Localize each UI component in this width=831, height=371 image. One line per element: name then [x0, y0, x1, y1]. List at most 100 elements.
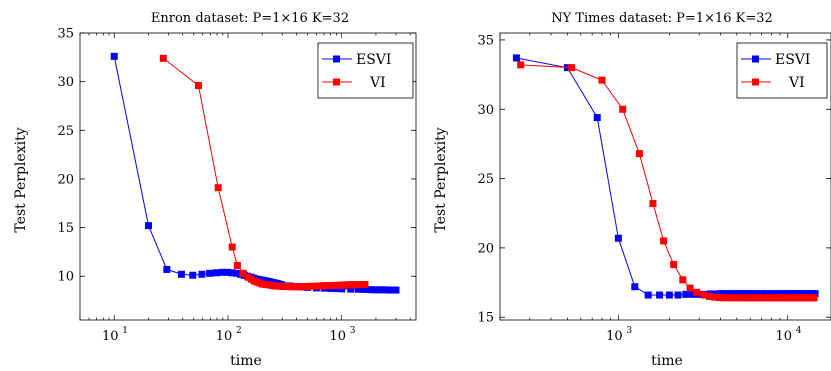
y-tick-label: 15	[57, 221, 74, 236]
chart-title: Enron dataset: P=1×16 K=32	[151, 11, 349, 26]
data-point-esvi	[361, 285, 369, 293]
data-point-esvi	[656, 291, 664, 299]
legend-marker-vi	[752, 78, 759, 86]
data-point-esvi	[347, 285, 355, 293]
data-point-vi	[312, 282, 320, 290]
data-point-vi	[258, 280, 266, 288]
data-point-vi	[733, 294, 741, 302]
data-point-vi	[598, 76, 606, 84]
data-point-esvi	[674, 291, 682, 299]
x-tick-exponent: 3	[350, 326, 356, 336]
data-point-esvi	[385, 286, 393, 294]
data-point-vi	[316, 282, 324, 290]
data-point-esvi	[381, 286, 389, 294]
data-point-vi	[228, 243, 236, 251]
data-point-esvi	[212, 269, 220, 277]
legend-box	[736, 42, 828, 99]
data-point-esvi	[614, 234, 622, 242]
data-point-esvi	[631, 283, 639, 291]
data-point-vi	[649, 200, 657, 208]
data-point-esvi	[767, 290, 775, 298]
data-point-esvi	[228, 269, 236, 277]
data-point-vi	[194, 82, 202, 90]
data-point-esvi	[780, 290, 788, 298]
data-point-vi	[159, 54, 167, 62]
y-tick-label: 20	[57, 172, 74, 187]
data-point-vi	[361, 280, 369, 288]
data-point-vi	[670, 261, 678, 269]
data-point-vi	[737, 294, 745, 302]
chart-title: NY Times dataset: P=1×16 K=32	[551, 11, 773, 26]
legend-marker-esvi	[752, 55, 759, 63]
data-point-esvi	[725, 290, 733, 298]
data-point-esvi	[177, 270, 185, 278]
data-point-vi	[741, 294, 749, 302]
legend: ESVI VI	[736, 42, 828, 99]
y-tick-label: 15	[477, 311, 494, 326]
series-line-vi	[520, 64, 815, 299]
data-point-vi	[711, 293, 719, 301]
data-point-vi	[233, 262, 241, 270]
data-point-esvi	[644, 291, 652, 299]
x-tick-label: 10	[216, 329, 233, 344]
y-tick-label: 30	[477, 103, 494, 118]
data-point-esvi	[512, 54, 520, 62]
data-point-esvi	[811, 290, 819, 298]
x-tick-label: 10	[775, 329, 792, 344]
data-point-vi	[214, 184, 222, 192]
data-point-vi	[693, 288, 701, 296]
y-tick-label: 30	[57, 75, 74, 90]
data-point-esvi	[776, 290, 784, 298]
data-point-vi	[729, 294, 737, 302]
data-point-esvi	[746, 290, 754, 298]
x-axis-label: time	[651, 353, 683, 369]
data-point-esvi	[593, 114, 601, 122]
data-point-esvi	[206, 269, 214, 277]
x-tick-exponent: 1	[122, 326, 128, 336]
y-axis-label: Test Perplexity	[13, 127, 29, 232]
data-point-vi	[568, 64, 576, 72]
data-point-esvi	[163, 265, 171, 273]
data-point-esvi	[784, 290, 792, 298]
data-point-vi	[660, 237, 668, 245]
data-point-vi	[239, 269, 247, 277]
data-point-vi	[679, 276, 687, 284]
legend-label-esvi: ESVI	[775, 52, 810, 68]
data-point-esvi	[682, 290, 690, 298]
x-tick-exponent: 3	[626, 326, 632, 336]
data-point-esvi	[763, 290, 771, 298]
x-tick-label: 10	[329, 329, 346, 344]
legend-box	[317, 42, 414, 99]
data-point-esvi	[733, 290, 741, 298]
y-tick-label: 25	[477, 172, 494, 187]
data-point-esvi	[367, 286, 375, 294]
data-point-esvi	[772, 290, 780, 298]
data-point-vi	[271, 282, 279, 290]
data-point-vi	[725, 294, 733, 302]
data-point-esvi	[338, 285, 346, 293]
data-point-vi	[810, 294, 818, 302]
y-axis-label: Test Perplexity	[433, 127, 449, 232]
data-point-vi	[635, 150, 643, 158]
data-point-esvi	[665, 291, 673, 299]
data-point-vi	[715, 294, 723, 302]
data-point-esvi	[233, 269, 241, 277]
data-point-esvi	[223, 268, 231, 276]
y-tick-label: 35	[57, 27, 74, 42]
data-point-esvi	[752, 290, 760, 298]
data-point-vi	[292, 283, 300, 291]
plot-frame	[499, 32, 831, 321]
enron-chart: Enron dataset: P=1×16 K=32 Test Perplexi…	[13, 11, 417, 369]
data-point-vi	[745, 294, 753, 302]
legend-label-vi: VI	[369, 75, 386, 91]
data-point-esvi	[144, 222, 152, 230]
x-tick-exponent: 2	[236, 326, 242, 336]
data-point-vi	[308, 282, 316, 290]
data-point-esvi	[729, 290, 737, 298]
data-point-esvi	[198, 270, 206, 278]
legend-label-esvi: ESVI	[356, 52, 391, 68]
y-tick-label: 20	[477, 241, 494, 256]
data-point-esvi	[377, 286, 385, 294]
